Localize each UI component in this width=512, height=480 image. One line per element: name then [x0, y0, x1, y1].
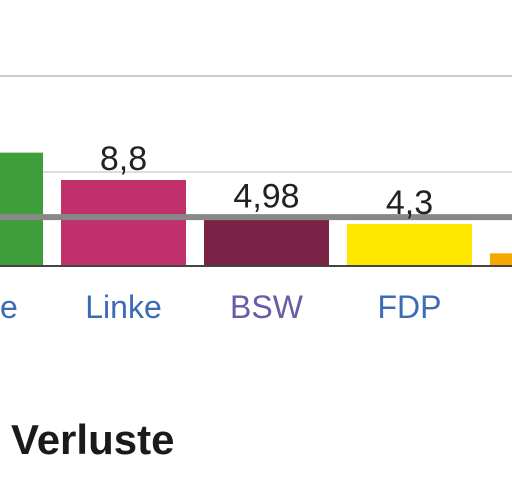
section-heading-verluste: Verluste — [11, 416, 175, 463]
bar-fdp — [347, 223, 472, 266]
bar-partial — [490, 253, 512, 266]
value-label-linke: 8,8 — [100, 140, 147, 178]
value-label-fdp: 4,3 — [386, 184, 433, 222]
category-label-grüne: e — [0, 289, 18, 325]
bar-bsw — [204, 217, 329, 266]
value-label-bsw: 4,98 — [233, 177, 299, 215]
category-label-linke: Linke — [85, 289, 162, 325]
bar-grüne — [0, 152, 43, 266]
category-label-bsw: BSW — [230, 289, 304, 325]
bar-linke — [61, 180, 186, 266]
category-label-fdp: FDP — [378, 289, 442, 325]
party-results-chart: e 8,8 Linke 4,98 BSW 4,3 FDP — [0, 75, 512, 325]
